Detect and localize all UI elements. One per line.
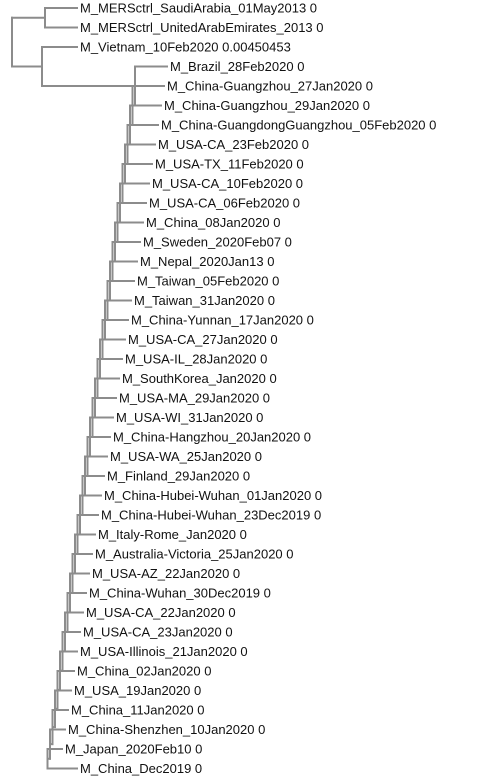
- tree-branches: [11, 7, 168, 770]
- leaf-label: M_China-Guangzhou_29Jan2020 0: [164, 98, 370, 113]
- leaf-label: M_China_Dec2019 0: [80, 761, 202, 776]
- leaf-label: M_China-Guangzhou_27Jan2020 0: [167, 79, 373, 94]
- leaf-label: M_China-GuangdongGuangzhou_05Feb2020 0: [161, 118, 436, 133]
- leaf-label: M_USA-CA_27Jan2020 0: [128, 332, 278, 347]
- leaf-label: M_China-Hangzhou_20Jan2020 0: [113, 430, 311, 445]
- leaf-label: M_USA-Illinois_21Jan2020 0: [80, 644, 248, 659]
- leaf-label: M_SouthKorea_Jan2020 0: [122, 371, 277, 386]
- leaf-label: M_Sweden_2020Feb07 0: [143, 235, 292, 250]
- leaf-label: M_USA_19Jan2020 0: [74, 683, 201, 698]
- leaf-label: M_Japan_2020Feb10 0: [65, 742, 202, 757]
- leaf-label: M_USA-WI_31Jan2020 0: [116, 410, 263, 425]
- leaf-label: M_USA-IL_28Jan2020 0: [125, 352, 267, 367]
- leaf-label: M_Taiwan_31Jan2020 0: [134, 293, 275, 308]
- leaf-label: M_China_11Jan2020 0: [71, 703, 204, 718]
- leaf-label: M_Brazil_28Feb2020 0: [170, 59, 304, 74]
- leaf-labels: M_MERSctrl_SaudiArabia_01May2013 0 M_MERS…: [65, 1, 436, 777]
- leaf-label: M_China_08Jan2020 0: [146, 215, 280, 230]
- leaf-label: M_China-Hubei-Wuhan_23Dec2019 0: [101, 508, 321, 523]
- leaf-label: M_MERSctrl_UnitedArabEmirates_2013 0: [80, 20, 324, 35]
- leaf-label: M_China_02Jan2020 0: [77, 664, 211, 679]
- leaf-label: M_Finland_29Jan2020 0: [107, 469, 250, 484]
- leaf-label: M_USA-WA_25Jan2020 0: [110, 449, 262, 464]
- leaf-label: M_China-Shenzhen_10Jan2020 0: [68, 722, 265, 737]
- leaf-label: M_USA-CA_10Feb2020 0: [152, 176, 303, 191]
- leaf-label: M_China-Hubei-Wuhan_01Jan2020 0: [104, 488, 322, 503]
- leaf-label: M_China-Yunnan_17Jan2020 0: [131, 313, 314, 328]
- leaf-label: M_Vietnam_10Feb2020 0.00450453: [80, 40, 291, 55]
- leaf-label: M_USA-CA_06Feb2020 0: [149, 196, 300, 211]
- leaf-label: M_Nepal_2020Jan13 0: [140, 254, 274, 269]
- leaf-label: M_USA-AZ_22Jan2020 0: [92, 566, 240, 581]
- leaf-label: M_MERSctrl_SaudiArabia_01May2013 0: [80, 1, 317, 16]
- leaf-label: M_USA-CA_22Jan2020 0: [86, 605, 236, 620]
- leaf-label: M_USA-MA_29Jan2020 0: [119, 391, 270, 406]
- leaf-label: M_Italy-Rome_Jan2020 0: [98, 527, 247, 542]
- leaf-label: M_Australia-Victoria_25Jan2020 0: [95, 547, 294, 562]
- leaf-label: M_USA-CA_23Feb2020 0: [158, 137, 309, 152]
- leaf-label: M_USA-TX_11Feb2020 0: [155, 157, 304, 172]
- leaf-label: M_Taiwan_05Feb2020 0: [137, 274, 279, 289]
- leaf-label: M_China-Wuhan_30Dec2019 0: [89, 586, 271, 601]
- leaf-label: M_USA-CA_23Jan2020 0: [83, 625, 233, 640]
